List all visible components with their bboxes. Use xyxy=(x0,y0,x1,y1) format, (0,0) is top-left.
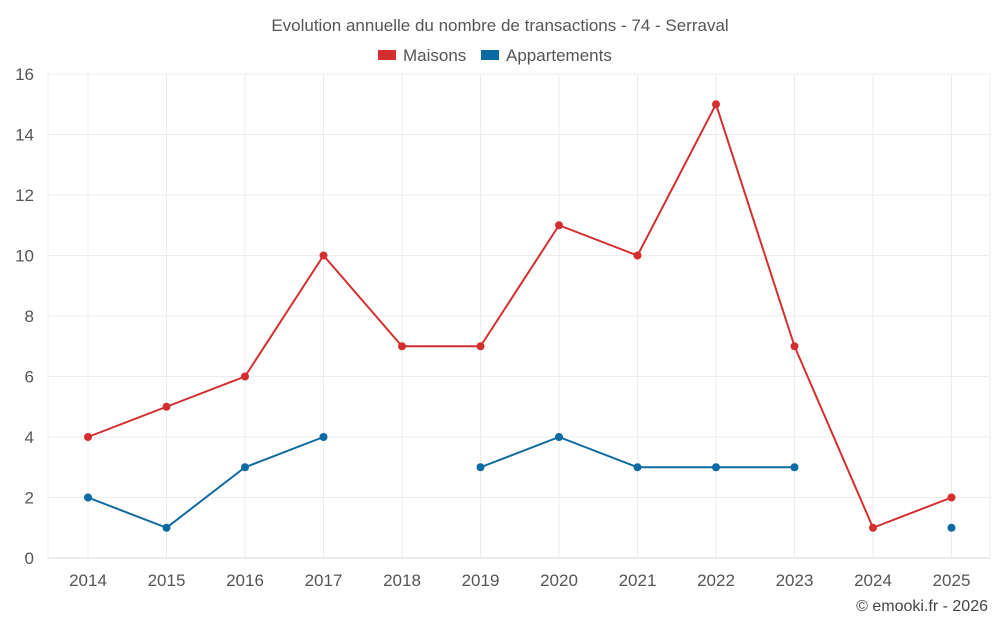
series-line-maisons-segment-0 xyxy=(87,103,953,529)
data-point-appartements-2016[interactable] xyxy=(241,463,249,472)
chart-title: Evolution annuelle du nombre de transact… xyxy=(271,16,728,35)
data-point-appartements-2019[interactable] xyxy=(476,463,485,472)
data-point-maisons-2024[interactable] xyxy=(869,523,877,532)
y-tick-label-4: 4 xyxy=(25,428,34,447)
data-point-appartements-2023[interactable] xyxy=(790,463,799,472)
data-point-appartements-2025[interactable] xyxy=(947,523,956,532)
y-tick-label-12: 12 xyxy=(15,186,34,205)
data-point-maisons-2018[interactable] xyxy=(398,342,406,351)
data-point-maisons-2025[interactable] xyxy=(947,493,956,502)
data-point-maisons-2022[interactable] xyxy=(712,100,720,109)
data-point-appartements-2015[interactable] xyxy=(162,523,171,532)
y-tick-label-2: 2 xyxy=(25,489,34,508)
y-tick-label-8: 8 xyxy=(25,307,34,326)
x-tick-label-2015: 2015 xyxy=(148,571,186,590)
y-tick-label-14: 14 xyxy=(15,126,34,145)
data-point-maisons-2019[interactable] xyxy=(476,342,485,351)
y-tick-label-6: 6 xyxy=(25,368,34,387)
x-tick-label-2023: 2023 xyxy=(776,571,814,590)
legend: Maisons Appartements xyxy=(378,46,612,65)
data-point-maisons-2016[interactable] xyxy=(241,372,249,381)
data-point-appartements-2014[interactable] xyxy=(84,493,92,502)
x-tick-label-2014: 2014 xyxy=(69,571,107,590)
legend-label-appartements: Appartements xyxy=(506,46,612,65)
grid-layer xyxy=(47,73,991,559)
y-tick-label-0: 0 xyxy=(25,549,34,568)
legend-item-maisons[interactable]: Maisons xyxy=(378,46,466,65)
x-tick-label-2017: 2017 xyxy=(305,571,343,590)
data-point-appartements-2017[interactable] xyxy=(319,433,328,441)
data-point-maisons-2023[interactable] xyxy=(790,342,799,351)
y-tick-label-10: 10 xyxy=(15,247,34,266)
axis-layer: 0 2 4 6 8 10 12 14 16 2014 2015 2016 2017 2018 2019 202… xyxy=(15,65,990,590)
x-tick-label-2024: 2024 xyxy=(854,571,892,590)
y-tick-label-16: 16 xyxy=(15,65,34,84)
series-line-appartements-segment-0 xyxy=(87,436,325,529)
x-tick-label-2025: 2025 xyxy=(933,571,971,590)
data-point-maisons-2014[interactable] xyxy=(84,433,92,441)
points-layer xyxy=(84,100,956,532)
x-tick-label-2020: 2020 xyxy=(540,571,578,590)
x-tick-label-2021: 2021 xyxy=(619,571,657,590)
legend-swatch-appartements xyxy=(481,50,499,60)
legend-item-appartements[interactable]: Appartements xyxy=(481,46,612,65)
x-tick-label-2019: 2019 xyxy=(462,571,500,590)
legend-label-maisons: Maisons xyxy=(403,46,466,65)
data-point-appartements-2021[interactable] xyxy=(633,463,642,472)
credit-text: © emooki.fr - 2026 xyxy=(856,598,988,615)
x-tick-label-2018: 2018 xyxy=(383,571,421,590)
data-point-appartements-2020[interactable] xyxy=(555,433,563,441)
x-tick-label-2022: 2022 xyxy=(697,571,735,590)
data-point-maisons-2020[interactable] xyxy=(555,221,563,230)
data-point-maisons-2017[interactable] xyxy=(319,251,328,260)
data-point-maisons-2021[interactable] xyxy=(633,251,642,260)
data-point-appartements-2022[interactable] xyxy=(712,463,720,472)
x-tick-label-2016: 2016 xyxy=(226,571,264,590)
data-point-maisons-2015[interactable] xyxy=(162,402,171,411)
legend-swatch-maisons xyxy=(378,50,396,60)
